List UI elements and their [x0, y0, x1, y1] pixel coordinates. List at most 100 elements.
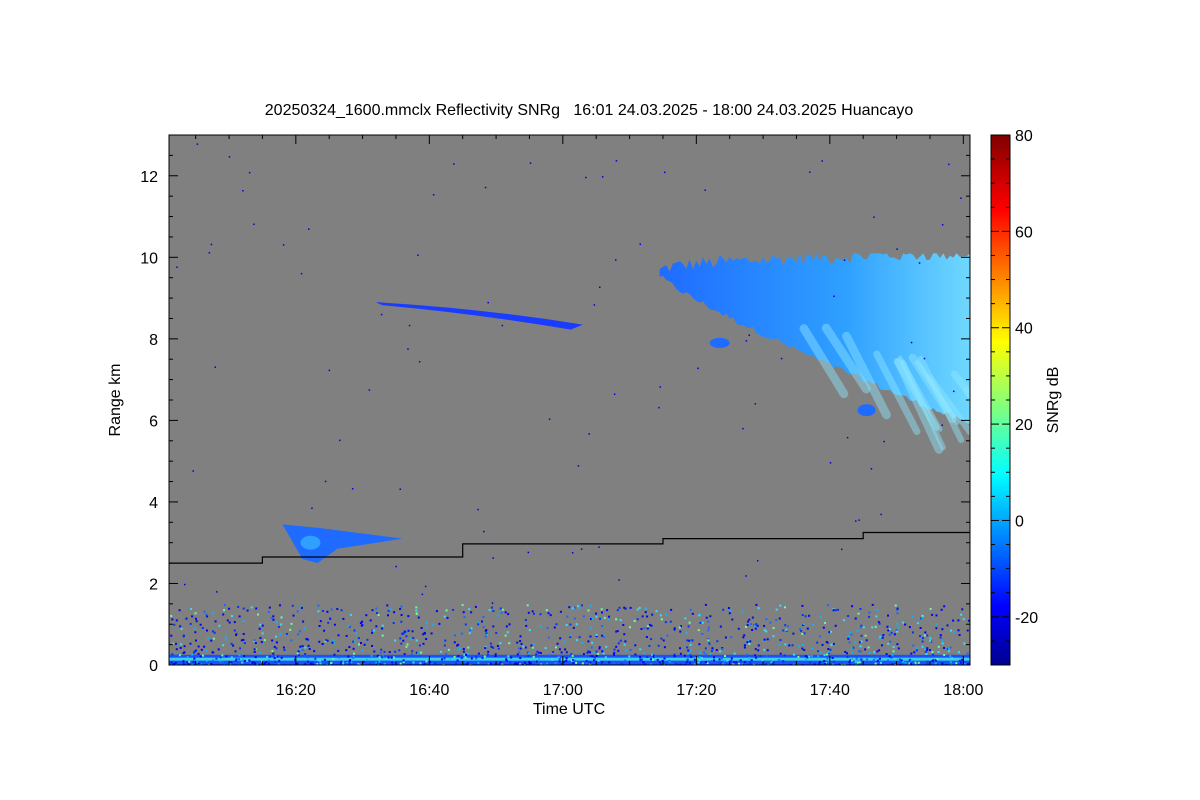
clutter-pixel: [400, 605, 403, 608]
clutter-pixel: [496, 645, 499, 647]
clutter-pixel: [597, 659, 600, 662]
clutter-pixel: [647, 625, 649, 628]
thin-layer-band: [375, 302, 583, 330]
clutter-pixel: [650, 663, 652, 665]
clutter-pixel: [941, 628, 944, 631]
clutter-pixel: [460, 632, 463, 635]
colorbar-label: SNRg dB: [1045, 367, 1062, 434]
clutter-pixel: [904, 623, 907, 626]
clutter-pixel: [337, 634, 340, 637]
clutter-pixel: [587, 650, 590, 653]
clutter-pixel: [279, 604, 281, 607]
clutter-pixel: [827, 648, 830, 650]
clutter-pixel: [730, 636, 733, 639]
noise-speckle: [613, 393, 616, 395]
clutter-pixel: [302, 620, 305, 623]
clutter-pixel: [650, 624, 653, 627]
clutter-pixel: [689, 643, 692, 646]
clutter-pixel: [225, 638, 228, 641]
noise-speckle: [417, 254, 419, 256]
clutter-pixel: [321, 643, 324, 645]
clutter-pixel: [708, 643, 711, 646]
clutter-pixel: [376, 612, 378, 615]
clutter-pixel: [523, 663, 526, 665]
clutter-pixel: [859, 607, 862, 610]
clutter-pixel: [684, 617, 687, 620]
clutter-pixel: [663, 646, 666, 649]
echo-region-cloud: [659, 253, 970, 454]
clutter-pixel: [333, 623, 336, 626]
clutter-pixel: [951, 663, 954, 665]
cloud-fragment: [709, 337, 730, 348]
clutter-pixel: [957, 629, 960, 632]
clutter-pixel: [559, 610, 562, 613]
clutter-pixel: [290, 622, 293, 625]
clutter-pixel: [792, 663, 795, 665]
clutter-pixel: [370, 654, 373, 657]
clutter-pixel: [830, 644, 833, 647]
clutter-pixel: [516, 653, 519, 656]
clutter-pixel: [540, 663, 543, 665]
clutter-pixel: [663, 657, 666, 660]
clutter-pixel: [221, 654, 224, 657]
clutter-pixel: [318, 640, 321, 643]
clutter-pixel: [581, 662, 584, 665]
clutter-pixel: [373, 629, 376, 632]
noise-speckle: [477, 508, 479, 511]
clutter-pixel: [358, 663, 361, 665]
noise-speckle: [324, 480, 327, 483]
clutter-pixel: [178, 654, 181, 657]
clutter-pixel: [834, 624, 837, 627]
noise-speckle: [953, 390, 955, 393]
clutter-pixel: [508, 623, 511, 626]
clutter-pixel: [848, 661, 851, 664]
clutter-pixel: [823, 660, 826, 662]
clutter-pixel: [783, 654, 786, 657]
clutter-pixel: [329, 662, 332, 665]
clutter-pixel: [709, 615, 712, 618]
clutter-pixel: [966, 629, 969, 632]
clutter-pixel: [539, 625, 542, 628]
clutter-pixel: [569, 623, 572, 626]
clutter-pixel: [888, 634, 891, 636]
noise-speckle: [501, 324, 504, 327]
clutter-pixel: [666, 634, 669, 637]
clutter-pixel: [222, 644, 225, 647]
clutter-pixel: [578, 606, 581, 609]
clutter-pixel: [644, 611, 647, 614]
clutter-pixel: [765, 630, 768, 633]
clutter-pixel: [482, 663, 485, 665]
clutter-pixel: [859, 645, 862, 648]
clutter-pixel: [259, 637, 262, 639]
clutter-pixel: [417, 652, 420, 655]
clutter-pixel: [563, 660, 566, 663]
clutter-pixel: [482, 615, 485, 618]
clutter-pixel: [805, 658, 808, 661]
clutter-pixel: [852, 646, 855, 649]
clutter-pixel: [446, 616, 449, 619]
clutter-pixel: [946, 624, 949, 627]
clutter-pixel: [801, 633, 804, 635]
clutter-pixel: [710, 649, 713, 652]
clutter-pixel: [860, 640, 863, 643]
clutter-pixel: [263, 639, 266, 642]
clutter-pixel: [915, 649, 918, 652]
clutter-pixel: [243, 642, 246, 644]
clutter-pixel: [893, 633, 896, 636]
x-tick-label: 17:20: [676, 682, 716, 699]
clutter-pixel: [755, 656, 758, 659]
clutter-pixel: [218, 624, 221, 627]
clutter-pixel: [638, 606, 641, 609]
clutter-pixel: [266, 663, 269, 665]
clutter-pixel: [484, 635, 487, 638]
clutter-pixel: [808, 655, 811, 658]
clutter-pixel: [183, 645, 186, 648]
clutter-pixel: [713, 656, 715, 659]
clutter-pixel: [937, 651, 940, 653]
clutter-pixel: [892, 646, 895, 648]
x-tick-label: 16:20: [276, 682, 316, 699]
clutter-pixel: [924, 631, 927, 634]
clutter-pixel: [961, 658, 964, 661]
clutter-pixel: [241, 661, 244, 664]
clutter-pixel: [260, 641, 263, 644]
